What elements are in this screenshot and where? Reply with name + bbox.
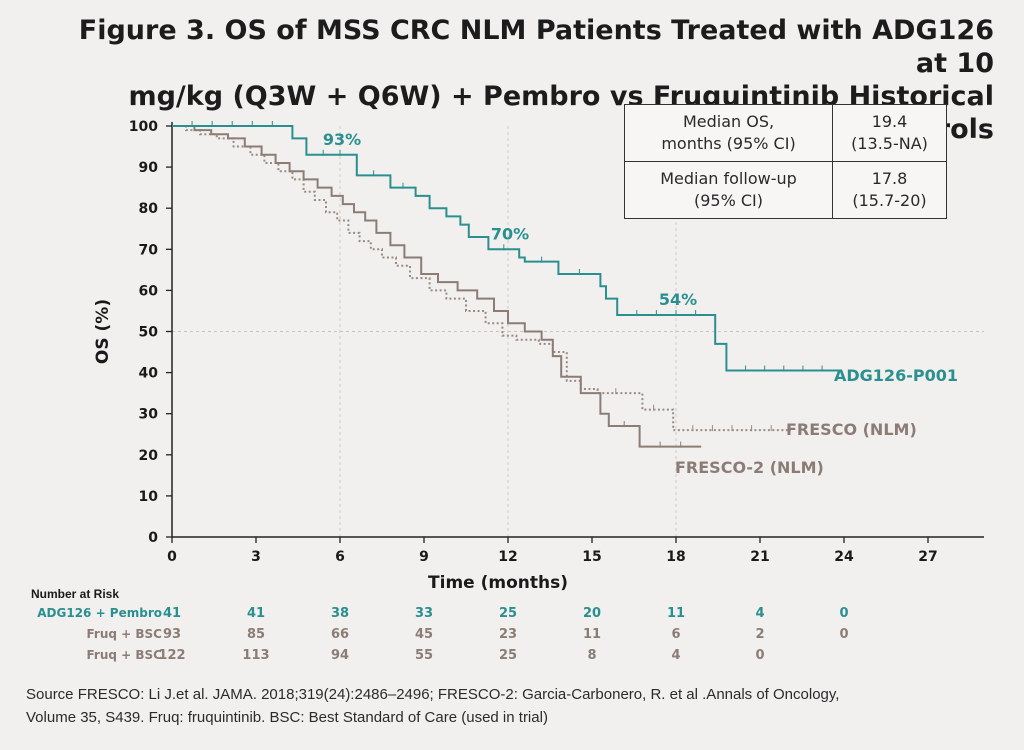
fresco2-curve	[172, 125, 702, 448]
risk-value: 55	[414, 648, 434, 663]
x-tick-label: 9	[419, 549, 429, 565]
x-axis-title: Time (months)	[428, 573, 568, 593]
y-tick-label: 90	[139, 160, 159, 176]
risk-value: 11	[582, 627, 602, 642]
y-tick-label: 30	[139, 407, 159, 423]
number-at-risk-heading: Number at Risk	[31, 587, 120, 601]
adg126-curve	[172, 125, 842, 372]
risk-value: 38	[330, 606, 350, 621]
risk-value: 20	[582, 606, 602, 621]
series-label: FRESCO-2 (NLM)	[675, 458, 824, 477]
risk-value: 85	[246, 627, 266, 642]
y-tick-label: 0	[148, 530, 158, 546]
risk-row-label: Fruq + BSC	[86, 627, 163, 641]
risk-value: 66	[330, 627, 350, 642]
risk-value: 0	[755, 648, 765, 663]
x-tick-label: 12	[498, 549, 517, 565]
x-tick-label: 0	[167, 549, 177, 565]
risk-value: 93	[162, 627, 182, 642]
axes: 0 10 20 30 40 50 60 70 80 90 100 0 3 6 9 12 15 18 21 24 27 Ti…	[93, 119, 984, 593]
y-tick-label: 80	[139, 201, 159, 217]
x-tick-label: 3	[251, 549, 261, 565]
series-label: ADG126-P001	[834, 366, 958, 385]
risk-value: 113	[242, 648, 270, 663]
risk-value: 94	[330, 648, 350, 663]
median-os-label: Median OS, months (95% CI)	[624, 104, 833, 162]
y-axis-title: OS (%)	[93, 299, 113, 364]
survival-rate-annotation: 54%	[659, 290, 697, 309]
risk-value: 25	[498, 648, 518, 663]
source-footnote: Source FRESCO: Li J.et al. JAMA. 2018;31…	[26, 683, 1016, 729]
risk-value: 0	[839, 627, 849, 642]
risk-value: 41	[162, 606, 182, 621]
y-tick-label: 50	[139, 325, 159, 341]
y-tick-label: 70	[139, 242, 159, 258]
median-followup-value: 17.8 (15.7-20)	[832, 161, 947, 219]
risk-value: 0	[839, 606, 849, 621]
risk-row: ADG126 + Pembro 41 41 38 33 25 20 11 4 0	[0, 606, 1024, 624]
risk-value: 33	[414, 606, 434, 621]
risk-row: Fruq + BSC 93 85 66 45 23 11 6 2 0	[0, 627, 1024, 645]
x-tick-label: 24	[834, 549, 854, 565]
table-row: Median OS, months (95% CI) 19.4 (13.5-NA)	[624, 104, 947, 162]
y-tick-label: 10	[139, 489, 159, 505]
risk-value: 41	[246, 606, 266, 621]
risk-value: 4	[671, 648, 681, 663]
median-os-value: 19.4 (13.5-NA)	[832, 104, 947, 162]
risk-row-label: ADG126 + Pembro	[37, 606, 162, 620]
x-tick-label: 18	[666, 549, 685, 565]
figure-title-line1: Figure 3. OS of MSS CRC NLM Patients Tre…	[78, 15, 994, 79]
risk-value: 8	[587, 648, 597, 663]
footnote-line1: Source FRESCO: Li J.et al. JAMA. 2018;31…	[26, 686, 840, 703]
y-tick-label: 100	[129, 119, 158, 135]
series-label: FRESCO (NLM)	[786, 420, 917, 439]
risk-value: 25	[498, 606, 518, 621]
y-tick-label: 20	[139, 448, 159, 464]
median-followup-label: Median follow-up (95% CI)	[624, 161, 833, 219]
y-tick-label: 40	[139, 366, 159, 382]
y-tick-label: 60	[139, 283, 159, 299]
risk-value: 122	[158, 648, 186, 663]
survival-rate-annotation: 70%	[491, 224, 529, 243]
x-tick-label: 27	[918, 549, 937, 565]
risk-row: Fruq + BSC 122 113 94 55 25 8 4 0	[0, 648, 1024, 666]
risk-value: 4	[755, 606, 765, 621]
x-tick-label: 15	[582, 549, 601, 565]
risk-value: 45	[414, 627, 434, 642]
x-tick-label: 21	[750, 549, 769, 565]
risk-row-label: Fruq + BSC	[86, 648, 163, 662]
survival-rate-annotation: 93%	[323, 130, 361, 149]
footnote-line2: Volume 35, S439. Fruq: fruquintinib. BSC…	[26, 709, 548, 726]
risk-value: 6	[671, 627, 681, 642]
survival-curves	[172, 121, 842, 448]
table-row: Median follow-up (95% CI) 17.8 (15.7-20)	[624, 161, 947, 219]
chart-labels: 93% 70% 54% ADG126-P001 FRESCO (NLM) FRESCO-2…	[323, 130, 958, 477]
risk-value: 2	[755, 627, 765, 642]
median-summary-table: Median OS, months (95% CI) 19.4 (13.5-NA) …	[624, 104, 947, 219]
risk-value: 11	[666, 606, 686, 621]
risk-value: 23	[498, 627, 518, 642]
x-tick-label: 6	[335, 549, 345, 565]
